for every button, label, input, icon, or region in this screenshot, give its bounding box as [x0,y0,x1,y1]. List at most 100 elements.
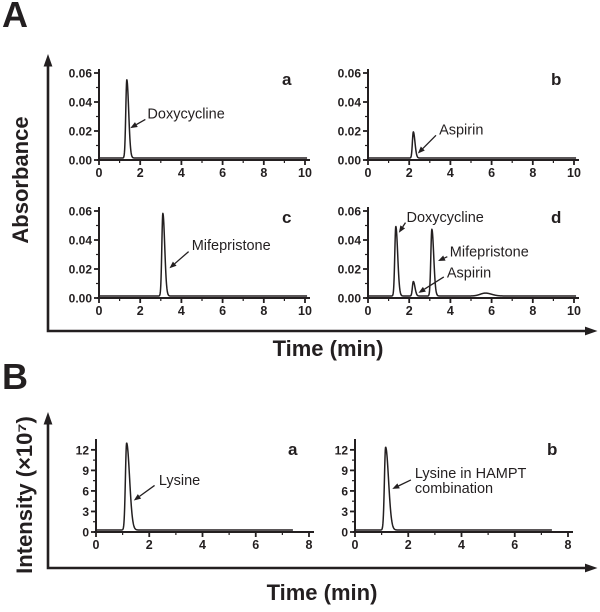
y-tick-label: 0.06 [69,67,93,81]
x-tick-label: 10 [567,166,581,180]
chromatogram-subplot-a-doxycycline: 0 2 4 6 8 10 0.00 0.02 0.04 0.06 a Doxycycline [69,67,312,181]
x-tick-label: 4 [178,166,185,180]
x-tick-label: 2 [137,166,144,180]
y-tick-label: 3 [82,505,89,519]
annotation-arrow-line [422,134,437,149]
y-tick-label: 0.00 [338,292,362,306]
y-tick-label: 0.06 [69,205,93,219]
x-tick-label: 0 [365,166,372,180]
x-tick-label: 10 [298,304,312,318]
peak-annotation-label: Doxycycline [407,210,484,226]
subplot-letter: d [551,208,561,227]
x-tick-label: 0 [96,166,103,180]
chromatogram-subplot-d-combination: 0 2 4 6 8 10 0.00 0.02 0.04 0.06 d Doxycycline Mifep… [338,205,581,319]
panel-b-xaxis-arrowhead-icon [585,563,598,573]
panel-a-yaxis-arrowhead-icon [43,54,53,67]
y-tick-label: 0.06 [338,205,362,219]
x-tick-label: 2 [406,166,413,180]
annotation-arrowhead-icon [438,255,446,262]
panel-b-yaxis-arrowhead-icon [43,412,53,425]
annotation-arrow-line [136,118,146,126]
peak-annotation-label: combination [415,481,493,497]
x-tick-label: 6 [252,538,259,552]
x-tick-label: 0 [96,304,103,318]
x-tick-label: 8 [260,166,267,180]
y-tick-label: 0.04 [338,234,362,248]
x-tick-label: 4 [458,538,465,552]
y-tick-label: 0.00 [69,292,93,306]
chromatogram-trace [367,131,577,159]
x-tick-label: 6 [219,166,226,180]
subplot-letter: a [288,440,298,459]
x-tick-label: 8 [565,538,572,552]
chromatogram-trace [95,442,294,531]
y-tick-label: 0.00 [338,154,362,168]
annotation-arrow-line [174,251,190,265]
annotation-arrowhead-icon [418,286,426,293]
subplot-letter: c [282,208,291,227]
x-tick-label: 4 [447,304,454,318]
x-tick-label: 0 [93,538,100,552]
y-tick-label: 6 [341,484,348,498]
annotation-arrow-line [444,256,448,259]
x-tick-label: 8 [529,166,536,180]
x-tick-label: 8 [529,304,536,318]
annotation-arrow-line [398,479,412,487]
y-tick-label: 0 [341,526,348,540]
x-tick-label: 8 [306,538,313,552]
x-tick-label: 4 [199,538,206,552]
panel-b-label: B [2,356,28,397]
y-tick-label: 0.02 [338,125,362,139]
panel-a-label: A [2,0,28,35]
y-tick-label: 9 [341,464,348,478]
chromatogram-trace [354,446,553,531]
panel-a-xaxis-arrowhead-icon [585,326,598,336]
chromatogram-subplot-c-mifepristone: 0 2 4 6 8 10 0.00 0.02 0.04 0.06 c Mifepristone [69,205,312,319]
subplot-letter: a [282,70,292,89]
peak-annotation-label: Lysine in HAMPT [415,466,527,482]
x-tick-label: 0 [365,304,372,318]
chromatogram-trace [98,212,308,297]
chromatogram-trace [98,79,308,159]
chromatogram-subplot-b-aspirin: 0 2 4 6 8 10 0.00 0.02 0.04 0.06 b Aspirin [338,67,581,181]
subplot-letter: b [547,440,557,459]
y-tick-label: 0.02 [69,263,93,277]
y-tick-label: 9 [82,464,89,478]
y-tick-label: 12 [76,443,90,457]
y-tick-label: 0.04 [338,96,362,110]
x-tick-label: 4 [447,166,454,180]
x-tick-label: 2 [406,304,413,318]
x-tick-label: 6 [488,304,495,318]
y-tick-label: 0.00 [69,154,93,168]
peak-annotation-label: Aspirin [439,123,483,139]
annotation-arrowhead-icon [130,122,138,129]
x-tick-label: 10 [567,304,581,318]
peak-annotation-label: Doxycycline [147,107,224,123]
y-tick-label: 6 [82,484,89,498]
peak-annotation-label: Aspirin [447,266,491,282]
x-tick-label: 10 [298,166,312,180]
y-tick-label: 0.02 [69,125,93,139]
annotation-arrowhead-icon [133,494,142,501]
x-tick-label: 8 [260,304,267,318]
chromatogram-subplot-ba-lysine: 0 2 4 6 8 0 3 6 9 12 a Lysine [76,439,314,552]
y-tick-label: 3 [341,505,348,519]
annotation-arrow-line [139,484,155,497]
y-tick-label: 12 [335,443,349,457]
y-tick-label: 0.04 [69,96,93,110]
subplot-letter: b [551,70,561,89]
panel-b-axes-shaft [46,422,589,570]
y-tick-label: 0 [82,526,89,540]
time-axis-label-panel-a: Time (min) [272,336,384,361]
absorbance-axis-label: Absorbance [8,116,33,244]
annotation-arrowhead-icon [417,146,425,154]
annotation-arrow-line [424,276,445,290]
intensity-axis-label: Intensity (×10⁷) [12,416,37,574]
y-tick-label: 0.04 [69,234,93,248]
annotation-arrowhead-icon [398,225,406,233]
annotation-arrowhead-icon [169,261,177,269]
annotation-arrow-line [402,222,407,228]
